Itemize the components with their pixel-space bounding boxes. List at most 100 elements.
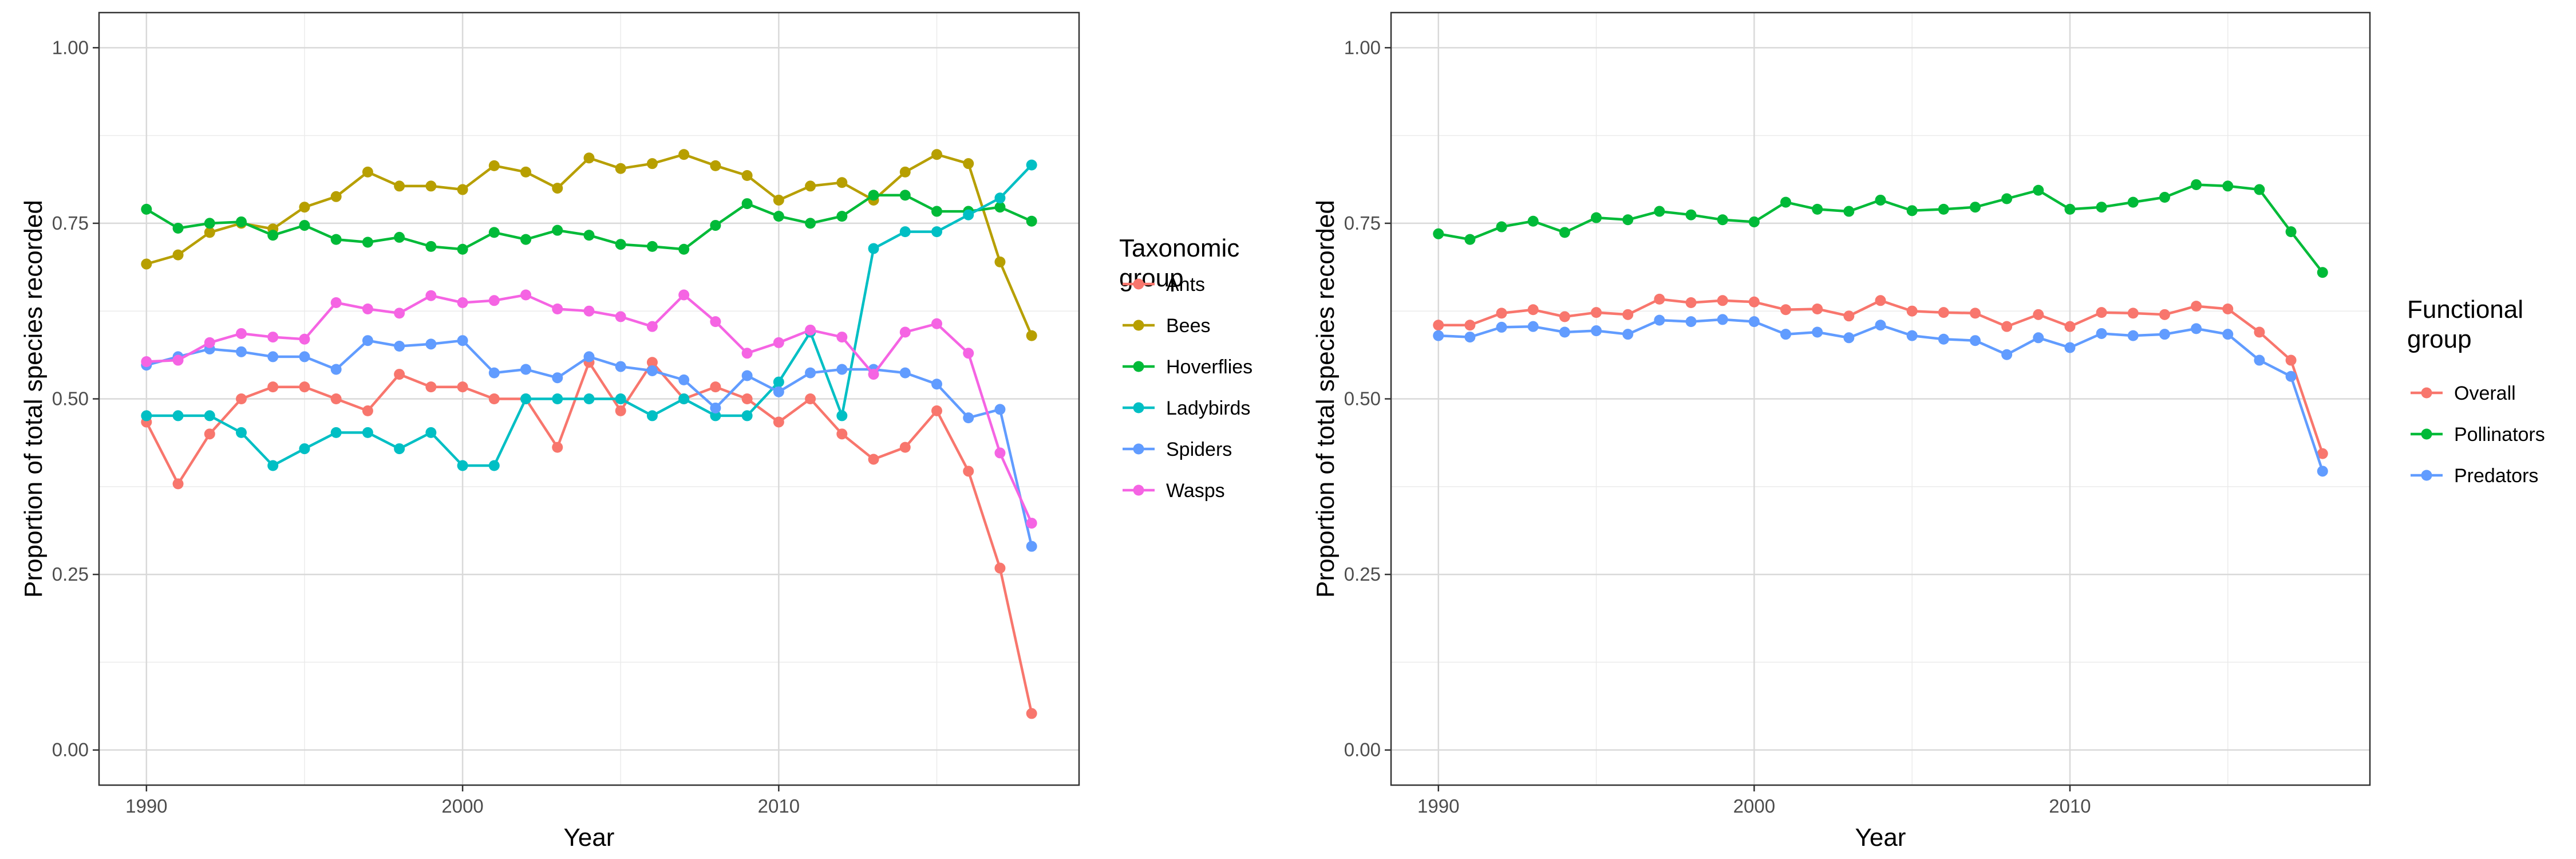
data-point bbox=[1875, 320, 1886, 331]
data-point bbox=[868, 243, 879, 254]
data-point bbox=[615, 163, 626, 174]
data-point bbox=[1527, 304, 1539, 316]
data-point bbox=[2191, 179, 2202, 190]
data-point bbox=[583, 305, 595, 317]
data-point bbox=[805, 180, 816, 192]
data-point bbox=[267, 351, 279, 362]
data-point bbox=[2191, 301, 2202, 312]
data-point bbox=[394, 341, 405, 352]
data-point bbox=[741, 170, 753, 182]
data-point bbox=[394, 369, 405, 380]
legend-key-point bbox=[1133, 402, 1144, 413]
data-point bbox=[1464, 234, 1476, 245]
data-point bbox=[2001, 349, 2013, 360]
legend-key-point bbox=[1133, 278, 1144, 290]
data-point bbox=[394, 180, 405, 192]
data-point bbox=[1622, 329, 1634, 340]
data-point bbox=[425, 180, 437, 192]
data-point bbox=[2222, 180, 2234, 192]
data-point bbox=[994, 256, 1006, 267]
data-point bbox=[615, 239, 626, 250]
data-point bbox=[646, 410, 658, 421]
data-point bbox=[172, 410, 184, 421]
data-point bbox=[710, 220, 721, 231]
data-point bbox=[2254, 184, 2265, 195]
data-point bbox=[1591, 212, 1602, 223]
data-point bbox=[457, 381, 468, 393]
data-point bbox=[899, 190, 911, 201]
data-point bbox=[552, 372, 563, 384]
legend-item-bees: Bees bbox=[1123, 315, 1211, 337]
data-point bbox=[425, 241, 437, 252]
data-point bbox=[1685, 297, 1697, 308]
data-point bbox=[646, 321, 658, 332]
data-point bbox=[805, 367, 816, 379]
data-point bbox=[1464, 332, 1476, 343]
data-point bbox=[2317, 267, 2328, 278]
y-tick-label: 0.00 bbox=[1344, 739, 1381, 761]
data-point bbox=[1780, 304, 1792, 316]
x-tick-label: 2010 bbox=[2049, 795, 2091, 817]
data-point bbox=[2033, 184, 2044, 196]
series-ladybirds bbox=[141, 159, 1037, 471]
legend-key-point bbox=[1133, 484, 1144, 496]
data-point bbox=[868, 369, 879, 380]
data-point bbox=[741, 370, 753, 381]
data-point bbox=[931, 206, 942, 217]
data-point bbox=[299, 351, 310, 362]
data-point bbox=[1969, 335, 1981, 346]
data-point bbox=[204, 410, 215, 421]
data-point bbox=[615, 311, 626, 322]
data-point bbox=[204, 218, 215, 229]
data-point bbox=[583, 230, 595, 241]
data-point bbox=[520, 364, 532, 375]
data-point bbox=[488, 295, 500, 306]
data-point bbox=[488, 227, 500, 238]
x-axis-title: Year bbox=[564, 823, 615, 852]
data-point bbox=[583, 351, 595, 362]
data-point bbox=[2285, 354, 2297, 366]
data-point bbox=[394, 443, 405, 455]
data-point bbox=[267, 381, 279, 393]
data-point bbox=[141, 410, 152, 421]
data-point bbox=[931, 318, 942, 329]
data-point bbox=[1496, 308, 1507, 319]
data-point bbox=[931, 405, 942, 416]
legend-item-hoverflies: Hoverflies bbox=[1123, 356, 1253, 378]
data-point bbox=[1559, 326, 1570, 338]
data-point bbox=[2033, 309, 2044, 320]
data-point bbox=[394, 231, 405, 243]
data-point bbox=[899, 226, 911, 238]
data-point bbox=[899, 326, 911, 338]
data-point bbox=[172, 249, 184, 261]
series-wasps bbox=[141, 289, 1037, 529]
data-point bbox=[836, 211, 848, 222]
data-point bbox=[615, 393, 626, 404]
data-point bbox=[646, 241, 658, 252]
legend-key-point bbox=[1133, 443, 1144, 455]
data-point bbox=[805, 393, 816, 404]
data-point bbox=[678, 289, 690, 301]
data-point bbox=[1527, 215, 1539, 227]
data-point bbox=[2001, 193, 2013, 204]
data-point bbox=[362, 304, 373, 315]
data-point bbox=[552, 304, 563, 315]
data-point bbox=[141, 203, 152, 215]
data-point bbox=[2001, 321, 2013, 332]
data-point bbox=[362, 405, 373, 416]
taxonomic-group-chart: 0.00 0.25 0.50 0.75 1.00 1990 2000 2010 Year Prop… bbox=[19, 11, 1253, 852]
legend-label: Bees bbox=[1166, 315, 1211, 337]
data-point bbox=[1843, 332, 1855, 344]
data-point bbox=[931, 226, 942, 238]
data-point bbox=[2285, 226, 2297, 238]
series-overall bbox=[1433, 293, 2328, 459]
legend-item-ants: Ants bbox=[1123, 274, 1205, 295]
data-point bbox=[1812, 326, 1823, 338]
data-point bbox=[457, 243, 468, 255]
data-point bbox=[488, 367, 500, 379]
data-point bbox=[1717, 295, 1728, 306]
data-point bbox=[931, 379, 942, 390]
data-point bbox=[963, 209, 974, 220]
data-point bbox=[236, 427, 247, 438]
